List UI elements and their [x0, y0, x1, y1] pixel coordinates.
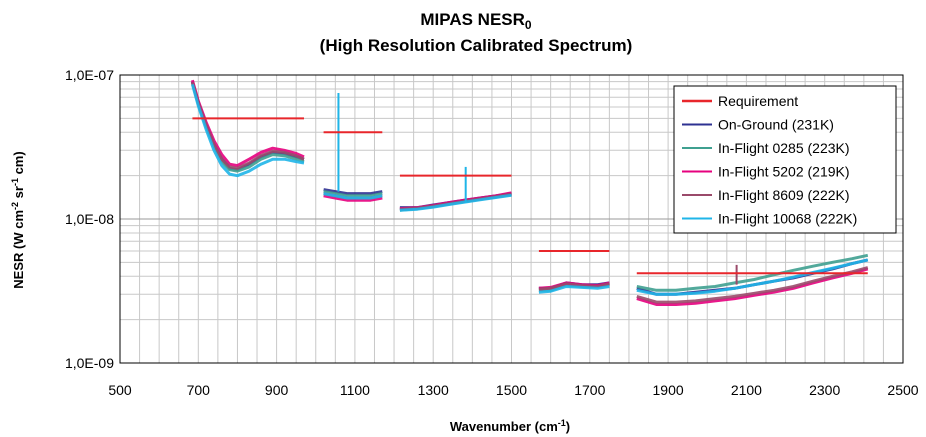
series-line [399, 193, 512, 212]
legend-label: In-Flight 8609 (222K) [718, 187, 850, 203]
series-line [190, 84, 305, 178]
series-line [538, 285, 610, 294]
series-line [323, 188, 383, 196]
x-tick-label: 700 [187, 382, 211, 398]
series-line [636, 258, 869, 296]
x-tick-label: 900 [265, 382, 289, 398]
series-line [323, 194, 383, 202]
x-tick-label: 2100 [731, 382, 762, 398]
legend-label: In-Flight 10068 (222K) [718, 211, 857, 227]
series-line [636, 266, 869, 304]
y-tick-label: 1,0E-09 [65, 355, 114, 371]
chart-subtitle: (High Resolution Calibrated Spectrum) [320, 36, 633, 55]
y-tick-label: 1,0E-08 [65, 211, 114, 227]
y-tick-label: 1,0E-07 [65, 67, 114, 83]
series-line [538, 282, 610, 291]
legend: Requirement On-Ground (231K) In-Flight 028… [673, 85, 897, 234]
chart-title: MIPAS NESR0 [420, 10, 532, 32]
x-tick-label: 1900 [653, 382, 684, 398]
series-line [323, 192, 383, 200]
y-axis-ticks: 1,0E-09 1,0E-08 1,0E-07 [65, 67, 114, 371]
y-axis-label: NESR (W cm-2 sr-1 cm) [10, 151, 26, 288]
x-tick-label: 2500 [887, 382, 918, 398]
series-line [323, 190, 383, 198]
x-tick-label: 2300 [809, 382, 840, 398]
x-tick-label: 1300 [418, 382, 449, 398]
x-tick-label: 1700 [574, 382, 605, 398]
series-layer [190, 79, 869, 306]
series-line [636, 267, 869, 306]
x-tick-label: 500 [108, 382, 132, 398]
x-axis-ticks: 500 700 900 1100 1300 1500 1700 1900 2100 2300 250… [108, 382, 918, 398]
legend-label: Requirement [718, 93, 798, 109]
x-tick-label: 1100 [340, 382, 370, 398]
series-line [399, 191, 512, 211]
plot-area [119, 74, 904, 364]
legend-box [673, 85, 897, 234]
legend-label: In-Flight 0285 (223K) [718, 140, 850, 156]
legend-label: On-Ground (231K) [718, 117, 834, 133]
x-axis-label: Wavenumber (cm-1) [450, 418, 570, 434]
legend-label: In-Flight 5202 (219K) [718, 164, 850, 180]
x-tick-label: 1500 [496, 382, 527, 398]
series-line [636, 253, 869, 292]
